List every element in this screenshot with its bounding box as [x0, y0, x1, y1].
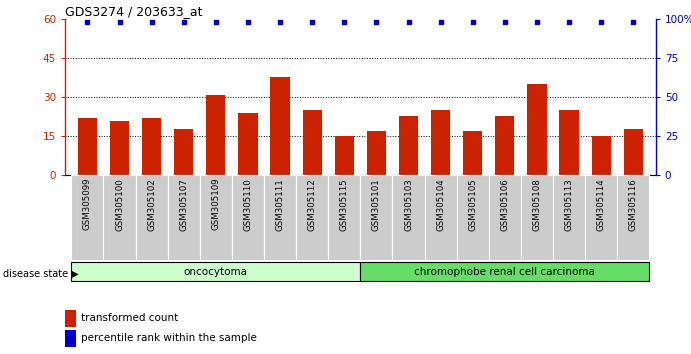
FancyBboxPatch shape [71, 175, 104, 260]
Text: transformed count: transformed count [82, 313, 179, 323]
Bar [624, 129, 643, 175]
Bar [206, 95, 225, 175]
Text: chromophobe renal cell carcinoma: chromophobe renal cell carcinoma [415, 267, 595, 276]
Bar [303, 110, 322, 175]
Text: GDS3274 / 203633_at: GDS3274 / 203633_at [65, 5, 202, 18]
Text: GSM305110: GSM305110 [243, 178, 252, 230]
Bar [431, 110, 451, 175]
FancyBboxPatch shape [424, 175, 457, 260]
Bar [142, 118, 161, 175]
Text: disease state ▶: disease state ▶ [3, 268, 79, 278]
FancyBboxPatch shape [168, 175, 200, 260]
Bar [174, 129, 193, 175]
Bar [334, 136, 354, 175]
Text: GSM305111: GSM305111 [276, 178, 285, 230]
Text: GSM305104: GSM305104 [436, 178, 445, 230]
Bar [591, 136, 611, 175]
Text: GSM305100: GSM305100 [115, 178, 124, 230]
FancyBboxPatch shape [104, 175, 135, 260]
FancyBboxPatch shape [328, 175, 361, 260]
Bar [238, 113, 258, 175]
FancyBboxPatch shape [585, 175, 617, 260]
Bar [367, 131, 386, 175]
FancyBboxPatch shape [392, 175, 424, 260]
Text: GSM305103: GSM305103 [404, 178, 413, 230]
Text: GSM305105: GSM305105 [468, 178, 477, 230]
Bar [560, 110, 578, 175]
Text: GSM305116: GSM305116 [629, 178, 638, 230]
Text: GSM305107: GSM305107 [179, 178, 188, 230]
Text: GSM305108: GSM305108 [533, 178, 542, 230]
Bar [463, 131, 482, 175]
FancyBboxPatch shape [361, 262, 650, 281]
Text: GSM305114: GSM305114 [596, 178, 606, 230]
Text: GSM305113: GSM305113 [565, 178, 574, 230]
FancyBboxPatch shape [521, 175, 553, 260]
Bar [270, 76, 290, 175]
FancyBboxPatch shape [617, 175, 650, 260]
Bar [495, 115, 515, 175]
Text: GSM305109: GSM305109 [211, 178, 220, 230]
Text: percentile rank within the sample: percentile rank within the sample [82, 333, 257, 343]
Bar [65, 330, 75, 347]
FancyBboxPatch shape [264, 175, 296, 260]
FancyBboxPatch shape [71, 262, 361, 281]
FancyBboxPatch shape [200, 175, 232, 260]
Text: GSM305101: GSM305101 [372, 178, 381, 230]
Bar [110, 121, 129, 175]
Bar [65, 310, 75, 326]
FancyBboxPatch shape [457, 175, 489, 260]
Text: GSM305099: GSM305099 [83, 178, 92, 230]
Bar [527, 84, 547, 175]
Text: GSM305112: GSM305112 [307, 178, 316, 230]
Bar [399, 115, 418, 175]
FancyBboxPatch shape [361, 175, 392, 260]
FancyBboxPatch shape [232, 175, 264, 260]
Text: GSM305106: GSM305106 [500, 178, 509, 230]
FancyBboxPatch shape [553, 175, 585, 260]
FancyBboxPatch shape [296, 175, 328, 260]
Text: GSM305102: GSM305102 [147, 178, 156, 230]
FancyBboxPatch shape [489, 175, 521, 260]
Text: oncocytoma: oncocytoma [184, 267, 248, 276]
Text: GSM305115: GSM305115 [340, 178, 349, 230]
FancyBboxPatch shape [135, 175, 168, 260]
Bar [78, 118, 97, 175]
